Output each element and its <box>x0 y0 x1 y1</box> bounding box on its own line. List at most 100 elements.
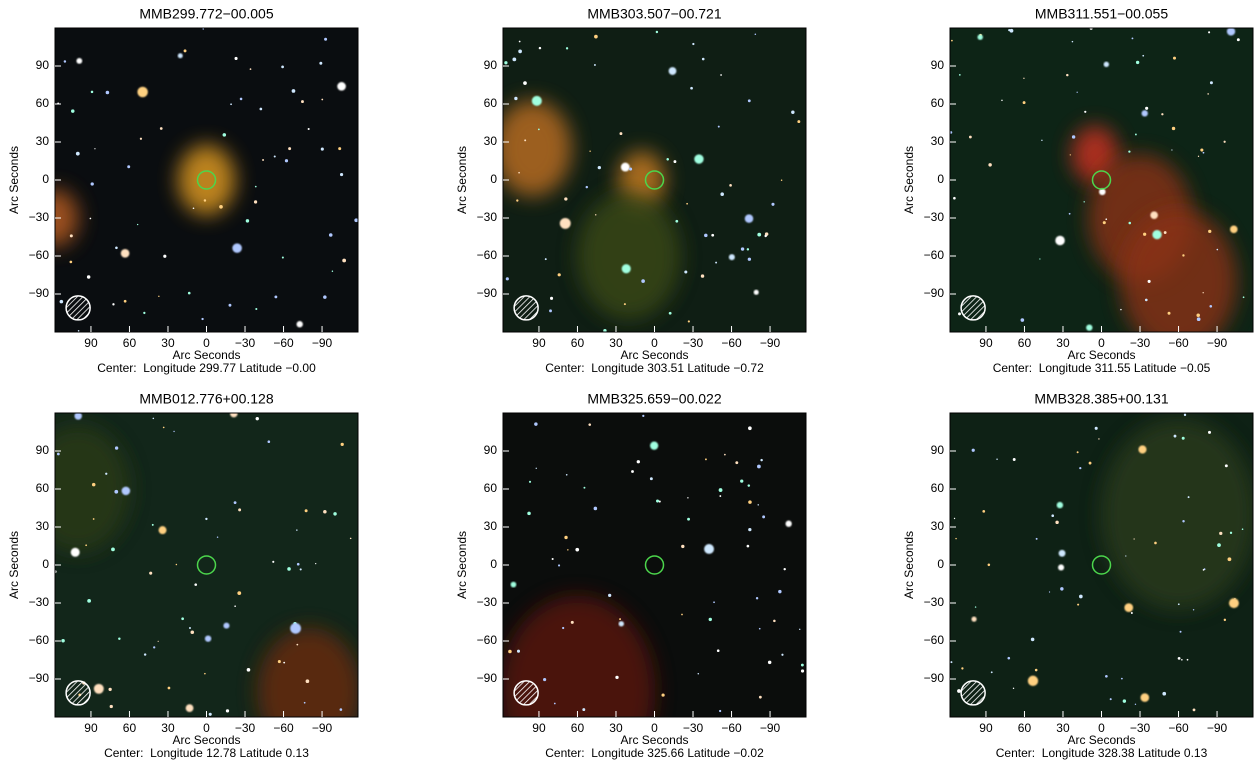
x-tick-label: −60 <box>721 721 742 735</box>
star <box>1079 594 1083 599</box>
star <box>747 484 751 487</box>
star <box>338 147 342 151</box>
star <box>339 708 343 711</box>
x-tick-label: −60 <box>1168 336 1189 350</box>
star <box>94 148 96 150</box>
x-axis-label: Arc Seconds <box>1067 733 1135 747</box>
star <box>1034 668 1038 672</box>
star <box>1001 99 1003 102</box>
star <box>1124 603 1134 613</box>
x-tick-label: −90 <box>312 336 333 350</box>
star <box>550 296 554 300</box>
star <box>277 660 281 664</box>
star <box>1134 133 1137 136</box>
sky-image <box>950 413 1253 717</box>
star <box>255 416 259 421</box>
star <box>1187 496 1190 499</box>
star <box>175 563 178 566</box>
caption: Center: Longitude 12.78 Latitude 0.13 <box>104 746 309 760</box>
star <box>281 256 284 259</box>
star <box>1023 77 1025 79</box>
star <box>701 57 705 61</box>
star <box>1140 693 1150 702</box>
star <box>603 329 607 332</box>
star <box>1022 101 1026 105</box>
star <box>716 649 720 653</box>
y-tick-label: 60 <box>36 96 50 110</box>
x-tick-label: 30 <box>161 721 175 735</box>
star <box>746 544 750 548</box>
star <box>85 544 88 547</box>
star <box>1227 557 1232 562</box>
star <box>158 526 167 535</box>
star <box>1154 541 1157 545</box>
star <box>800 669 805 673</box>
x-tick-label: −90 <box>1207 336 1228 350</box>
x-tick-label: 0 <box>203 336 210 350</box>
star <box>71 109 75 113</box>
star <box>534 422 538 426</box>
star <box>982 509 986 513</box>
star <box>136 223 139 226</box>
nebula <box>257 627 358 717</box>
star <box>588 423 592 426</box>
panel-title: MMB328.385+00.131 <box>1034 391 1168 407</box>
star <box>773 619 776 623</box>
star <box>108 687 112 692</box>
star <box>90 90 94 94</box>
star <box>153 646 156 649</box>
x-tick-label: 30 <box>1056 721 1070 735</box>
star <box>958 73 961 76</box>
star <box>319 61 323 65</box>
star <box>687 517 690 521</box>
star <box>89 217 92 220</box>
star <box>149 571 153 575</box>
x-axis-label: Arc Seconds <box>620 733 688 747</box>
star <box>518 171 520 174</box>
star <box>757 232 762 237</box>
star <box>1007 656 1011 660</box>
star <box>1209 81 1213 85</box>
y-tick-label: 90 <box>484 58 498 72</box>
star <box>704 544 715 554</box>
y-tick-label: 60 <box>931 481 945 495</box>
star <box>288 147 292 151</box>
star <box>950 661 953 664</box>
star <box>115 246 118 250</box>
source-marker <box>196 170 217 190</box>
star <box>757 504 759 506</box>
star <box>724 453 726 456</box>
caption: Center: Longitude 299.77 Latitude −0.00 <box>97 361 316 375</box>
star <box>331 270 334 272</box>
star <box>615 675 619 680</box>
star <box>74 413 82 420</box>
star <box>512 57 517 62</box>
y-tick-label: 60 <box>484 481 498 495</box>
star <box>1086 324 1093 331</box>
star <box>629 167 633 171</box>
star <box>1236 38 1240 42</box>
star <box>1207 93 1209 95</box>
star <box>1209 304 1213 308</box>
x-tick-label: 60 <box>571 721 585 735</box>
star <box>157 640 159 642</box>
star <box>760 458 763 462</box>
star <box>780 179 783 181</box>
star <box>553 702 556 705</box>
star <box>123 299 127 303</box>
star <box>767 660 772 665</box>
star <box>143 311 146 315</box>
star <box>1162 691 1167 696</box>
star <box>785 520 792 527</box>
star <box>296 321 303 328</box>
star <box>735 461 739 465</box>
y-axis-label: Arc Seconds <box>455 531 469 599</box>
star <box>1171 149 1173 151</box>
star <box>799 628 801 631</box>
y-tick-label: 0 <box>42 557 49 571</box>
star <box>262 158 265 161</box>
star <box>564 535 568 540</box>
star <box>557 564 561 567</box>
star <box>273 155 276 158</box>
star <box>1012 458 1016 461</box>
